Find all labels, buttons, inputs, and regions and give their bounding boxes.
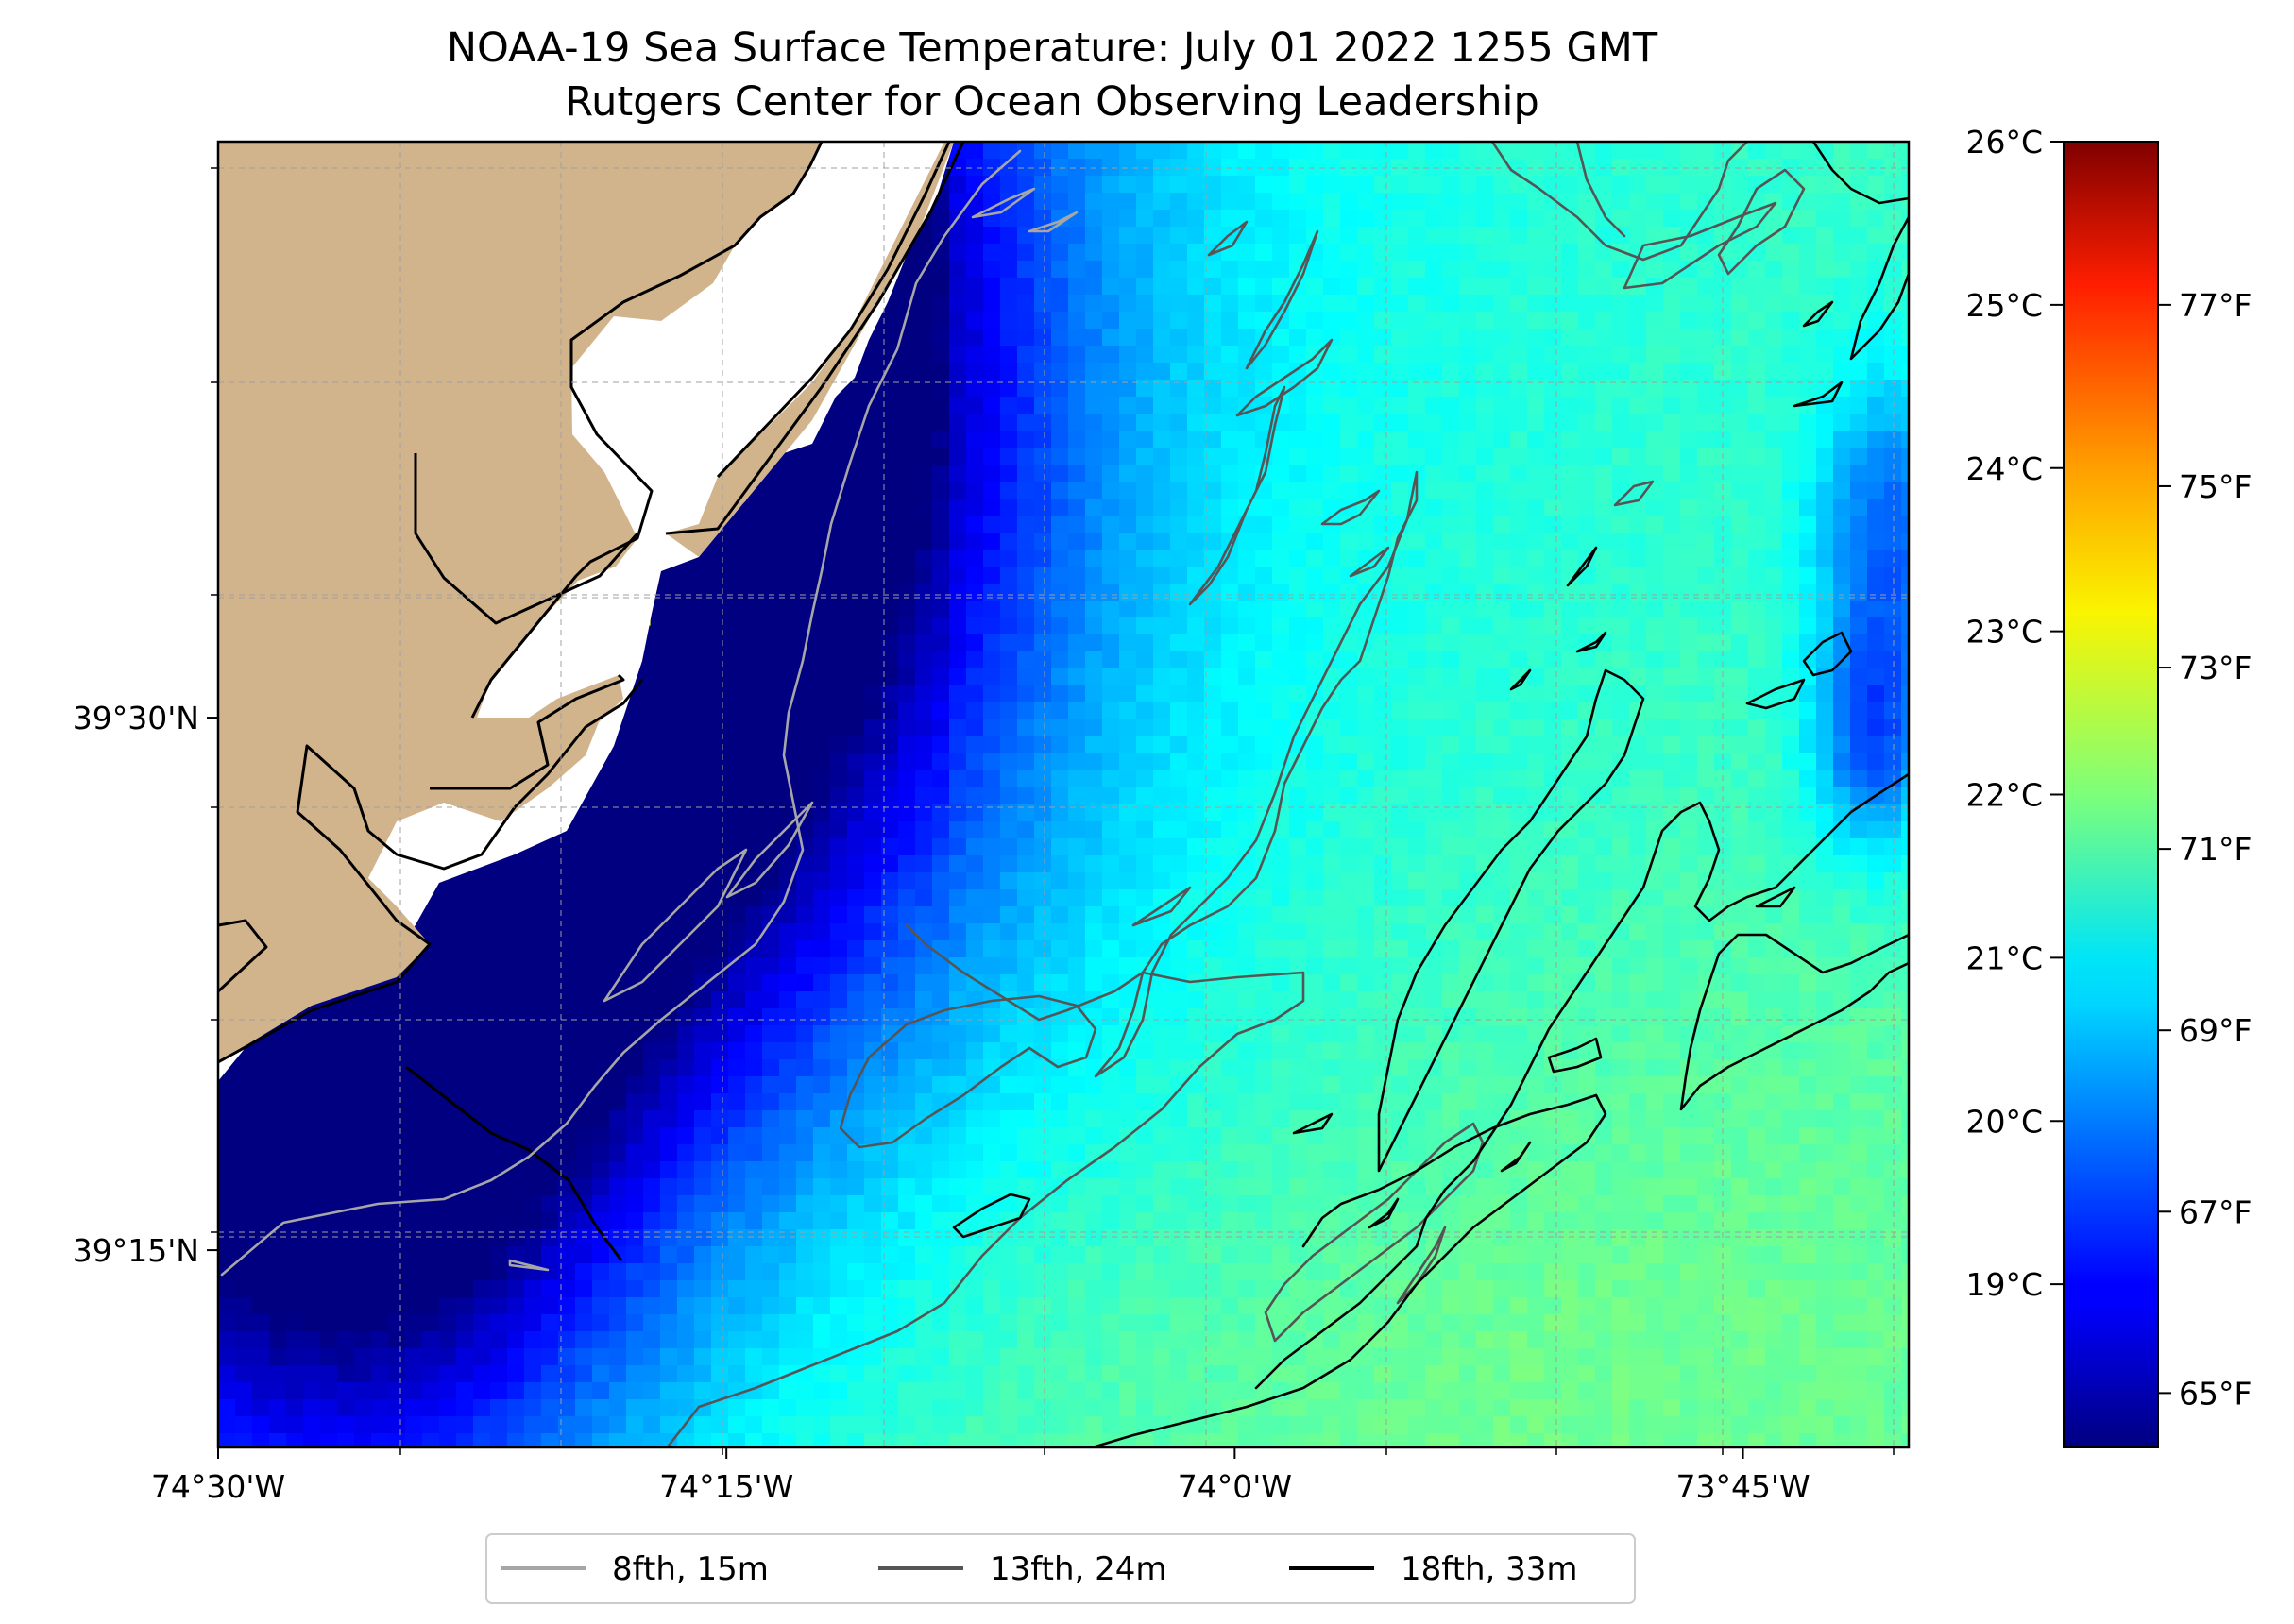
y-tick-label: 39°15'N (73, 1232, 199, 1269)
celsius-tick-label: 26°C (1965, 124, 2043, 161)
colorbar (2063, 141, 2159, 1448)
x-tick-label: 74°15'W (659, 1468, 793, 1505)
legend-box (485, 1533, 1636, 1604)
map-panel (218, 142, 1909, 1447)
celsius-tick-label: 25°C (1965, 287, 2043, 324)
legend-label: 13fth, 24m (990, 1550, 1167, 1588)
map-subtitle: Rutgers Center for Ocean Observing Leade… (565, 78, 1539, 126)
celsius-tick-label: 23°C (1965, 614, 2043, 651)
legend-label: 18fth, 33m (1401, 1550, 1578, 1588)
isobath-legend: 8fth, 15m 13fth, 24m 18fth, 33m (485, 1533, 1636, 1604)
fahrenheit-tick-label: 73°F (2179, 650, 2252, 686)
x-tick-label: 73°45'W (1675, 1468, 1810, 1505)
map-frame (216, 140, 1911, 1449)
x-tick-label: 74°30'W (151, 1468, 285, 1505)
isobaths (220, 142, 1909, 1447)
map-grid (218, 142, 1909, 1447)
legend-label: 8fth, 15m (612, 1550, 769, 1588)
fahrenheit-tick-label: 71°F (2179, 831, 2252, 868)
y-tick-label: 39°30'N (73, 700, 199, 736)
fahrenheit-tick-label: 77°F (2179, 287, 2252, 324)
fahrenheit-tick-label: 65°F (2179, 1375, 2252, 1412)
celsius-tick-label: 19°C (1965, 1266, 2043, 1303)
celsius-tick-label: 20°C (1965, 1103, 2043, 1140)
fahrenheit-tick-label: 75°F (2179, 468, 2252, 505)
map-title: NOAA-19 Sea Surface Temperature: July 01… (447, 25, 1658, 72)
fahrenheit-tick-label: 69°F (2179, 1012, 2252, 1049)
x-tick-label: 74°0'W (1178, 1468, 1292, 1505)
colorbar-axes: 19°C 20°C 21°C 22°C 23°C 24°C 25°C 26°C 65°F 67°F… (1965, 124, 2252, 1412)
celsius-tick-label: 22°C (1965, 777, 2043, 814)
celsius-tick-label: 21°C (1965, 939, 2043, 976)
map-axes: 74°30'W 74°15'W 74°0'W 73°45'W 39°30'N 39°15'… (73, 167, 1895, 1505)
coastline (218, 142, 965, 1261)
fahrenheit-tick-label: 67°F (2179, 1193, 2252, 1230)
celsius-tick-label: 24°C (1965, 450, 2043, 487)
